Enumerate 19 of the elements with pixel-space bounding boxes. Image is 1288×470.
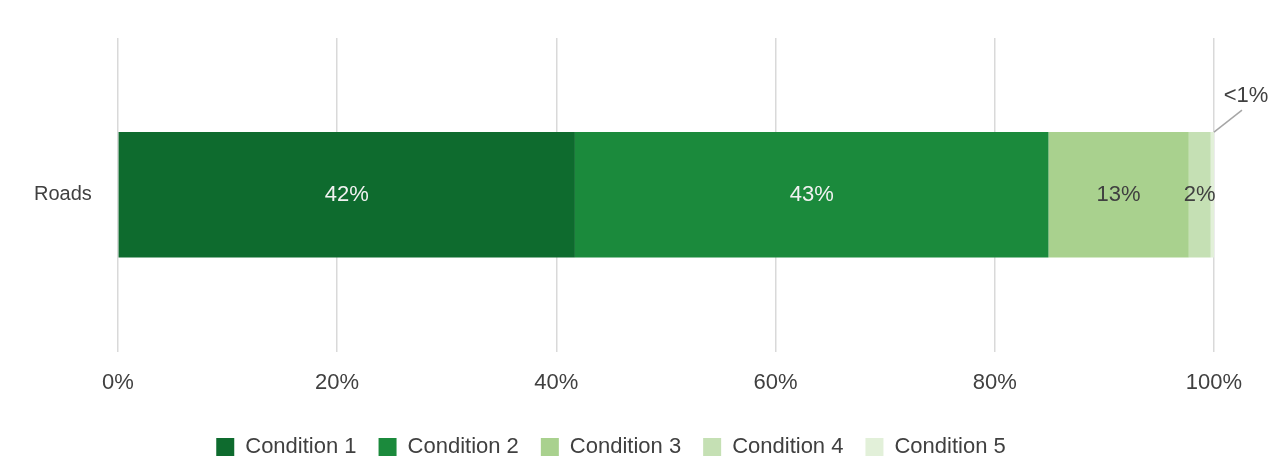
legend-label: Condition 2: [407, 433, 519, 459]
x-tick-label: 80%: [972, 368, 1017, 394]
bar: [118, 132, 575, 258]
data-label: 13%: [1096, 180, 1141, 206]
x-tick-label: 20%: [315, 368, 360, 394]
data-label: 2%: [1183, 180, 1216, 206]
legend-label: Condition 1: [245, 433, 357, 459]
bar: [574, 132, 1049, 258]
y-tick-label: Roads: [34, 182, 92, 205]
legend-label: Condition 4: [732, 433, 844, 459]
legend-label: Condition 3: [569, 433, 682, 459]
x-tick-label: 100%: [1185, 368, 1243, 394]
data-label: 42%: [324, 180, 369, 206]
x-tick-label: 40%: [534, 368, 579, 394]
data-label: 43%: [789, 180, 834, 206]
legend-label: Condition 5: [894, 433, 1006, 459]
x-tick-label: 60%: [753, 368, 798, 394]
data-label: <1%: [1223, 82, 1269, 108]
x-tick-label: 0%: [101, 368, 134, 394]
